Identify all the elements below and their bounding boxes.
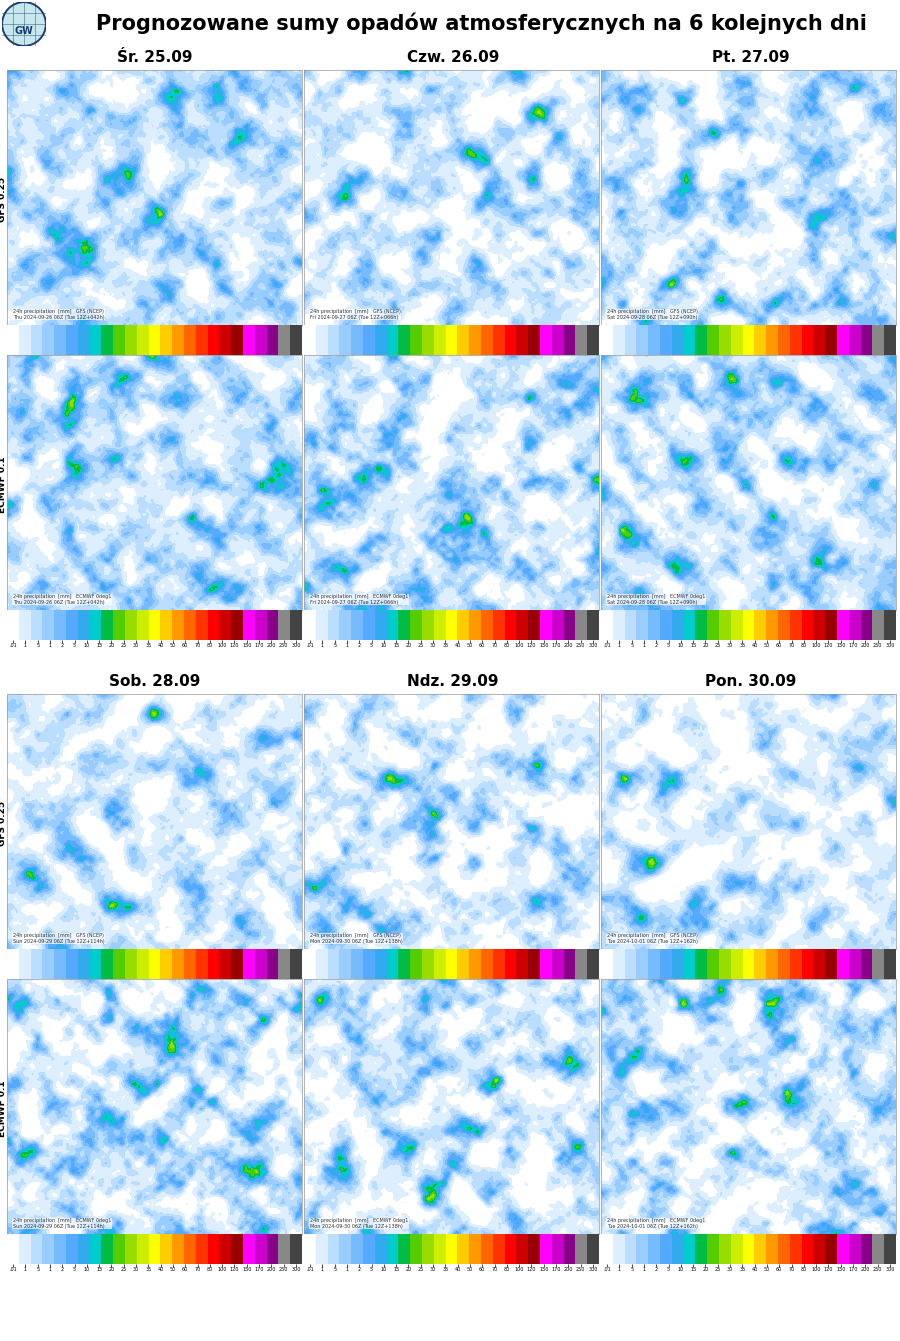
Text: 24h precipitation  [mm]   GFS (NCEP)
Thu 2024-09-26 06Z (Tue 12Z+042h): 24h precipitation [mm] GFS (NCEP) Thu 20…	[13, 308, 104, 320]
Text: Pt. 27.09: Pt. 27.09	[712, 50, 790, 64]
Text: GW: GW	[14, 25, 33, 36]
Circle shape	[4, 4, 44, 44]
Text: GFS 0.25°: GFS 0.25°	[0, 173, 7, 223]
Text: 24h precipitation  [mm]   GFS (NCEP)
Sat 2024-09-28 06Z (Tue 12Z+090h): 24h precipitation [mm] GFS (NCEP) Sat 20…	[607, 308, 698, 320]
Text: 24h precipitation  [mm]   ECMWF 0deg1
Mon 2024-09-30 06Z (Tue 12Z+138h): 24h precipitation [mm] ECMWF 0deg1 Mon 2…	[310, 1218, 409, 1228]
Text: Prognozowane sumy opadów atmosferycznych na 6 kolejnych dni: Prognozowane sumy opadów atmosferycznych…	[96, 12, 867, 34]
Text: Pon. 30.09: Pon. 30.09	[706, 673, 796, 688]
Text: 24h precipitation  [mm]   GFS (NCEP)
Fri 2024-09-27 06Z (Tue 12Z+066h): 24h precipitation [mm] GFS (NCEP) Fri 20…	[310, 308, 400, 320]
Text: 24h precipitation  [mm]   GFS (NCEP)
Sun 2024-09-29 06Z (Tue 12Z+114h): 24h precipitation [mm] GFS (NCEP) Sun 20…	[13, 933, 104, 944]
Text: 24h precipitation  [mm]   ECMWF 0deg1
Sat 2024-09-28 06Z (Tue 12Z+090h): 24h precipitation [mm] ECMWF 0deg1 Sat 2…	[607, 594, 706, 605]
Text: 24h precipitation  [mm]   GFS (NCEP)
Tue 2024-10-01 06Z (Tue 12Z+162h): 24h precipitation [mm] GFS (NCEP) Tue 20…	[607, 933, 698, 944]
Text: 24h precipitation  [mm]   ECMWF 0deg1
Sun 2024-09-29 06Z (Tue 12Z+114h): 24h precipitation [mm] ECMWF 0deg1 Sun 2…	[13, 1218, 112, 1228]
Text: Sob. 28.09: Sob. 28.09	[109, 673, 201, 688]
Text: Śr. 25.09: Śr. 25.09	[117, 50, 193, 64]
Text: 24h precipitation  [mm]   ECMWF 0deg1
Thu 2024-09-26 06Z (Tue 12Z+042h): 24h precipitation [mm] ECMWF 0deg1 Thu 2…	[13, 594, 112, 605]
Text: 24h precipitation  [mm]   ECMWF 0deg1
Fri 2024-09-27 06Z (Tue 12Z+066h): 24h precipitation [mm] ECMWF 0deg1 Fri 2…	[310, 594, 409, 605]
Text: ECMWF 0.1°: ECMWF 0.1°	[0, 1075, 7, 1137]
Text: Ndz. 29.09: Ndz. 29.09	[407, 673, 499, 688]
Text: Czw. 26.09: Czw. 26.09	[407, 50, 500, 64]
Text: GFS 0.25°: GFS 0.25°	[0, 797, 7, 846]
Text: 24h precipitation  [mm]   ECMWF 0deg1
Tue 2024-10-01 06Z (Tue 12Z+162h): 24h precipitation [mm] ECMWF 0deg1 Tue 2…	[607, 1218, 706, 1228]
Text: 24h precipitation  [mm]   GFS (NCEP)
Mon 2024-09-30 06Z (Tue 12Z+138h): 24h precipitation [mm] GFS (NCEP) Mon 20…	[310, 933, 402, 944]
Text: ECMWF 0.1°: ECMWF 0.1°	[0, 452, 7, 514]
